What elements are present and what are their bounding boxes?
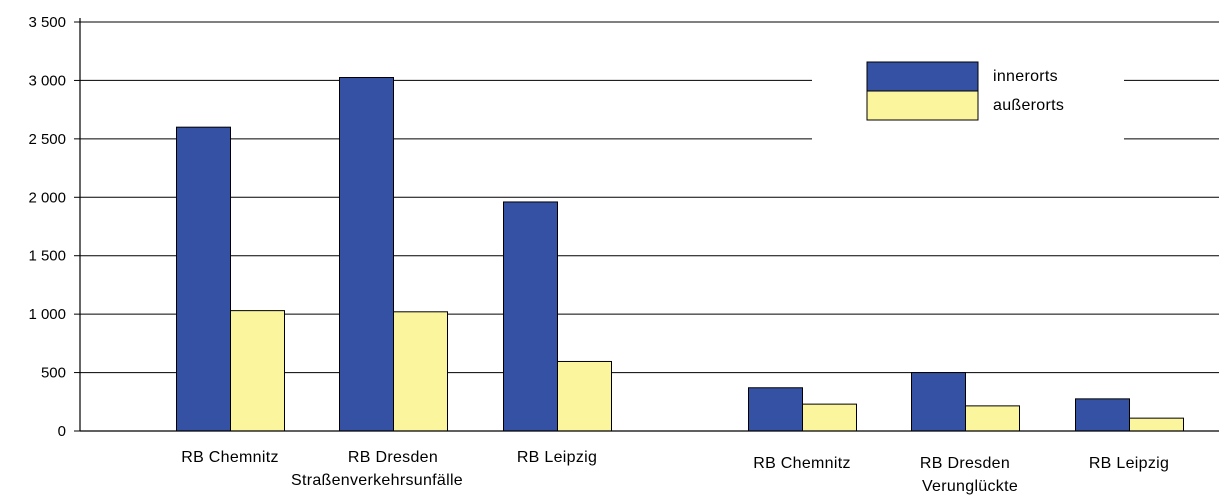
x-tick-label: RB Dresden xyxy=(920,455,1010,472)
x-tick-label: RB Leipzig xyxy=(517,449,597,466)
x-axis-tick-labels: RB Chemnitz RB Dresden RB Leipzig RB Chemni… xyxy=(181,449,1169,472)
x-tick-label: RB Leipzig xyxy=(1089,455,1169,472)
bar xyxy=(176,126,231,432)
bar xyxy=(965,405,1020,432)
group-label: Verunglückte xyxy=(922,478,1018,495)
legend-swatch xyxy=(866,90,979,121)
x-tick-label: RB Chemnitz xyxy=(181,449,279,466)
y-tick-label: 1 500 xyxy=(28,248,66,265)
bar xyxy=(339,77,394,432)
legend-swatch xyxy=(866,61,979,92)
bar xyxy=(503,201,558,432)
legend-label: innerorts xyxy=(993,68,1058,85)
y-tick-label: 3 500 xyxy=(28,14,66,31)
y-tick-label: 2 500 xyxy=(28,131,66,148)
y-tick-label: 1 000 xyxy=(28,306,66,323)
bars xyxy=(176,77,1184,432)
y-tick-label: 0 xyxy=(58,423,66,440)
bar xyxy=(748,387,803,432)
bar xyxy=(393,311,448,432)
y-tick-label: 2 000 xyxy=(28,189,66,206)
group-labels: Straßenverkehrsunfälle Verunglückte xyxy=(291,472,1018,495)
legend: innerorts außerorts xyxy=(812,48,1124,140)
bar xyxy=(557,360,612,432)
bar xyxy=(230,310,285,432)
y-tick-label: 3 000 xyxy=(28,72,66,89)
group-label: Straßenverkehrsunfälle xyxy=(291,472,463,489)
bar xyxy=(802,403,857,432)
axes xyxy=(79,18,1219,432)
legend-label: außerorts xyxy=(993,97,1064,114)
y-tick-label: 500 xyxy=(41,365,66,382)
x-tick-label: RB Dresden xyxy=(348,449,438,466)
bar xyxy=(911,372,966,432)
x-tick-label: RB Chemnitz xyxy=(753,455,851,472)
y-axis-tick-labels: 0 500 1 000 1 500 2 000 2 500 3 000 3 500 xyxy=(28,14,66,440)
bar xyxy=(1075,398,1130,432)
bar xyxy=(1129,417,1184,432)
